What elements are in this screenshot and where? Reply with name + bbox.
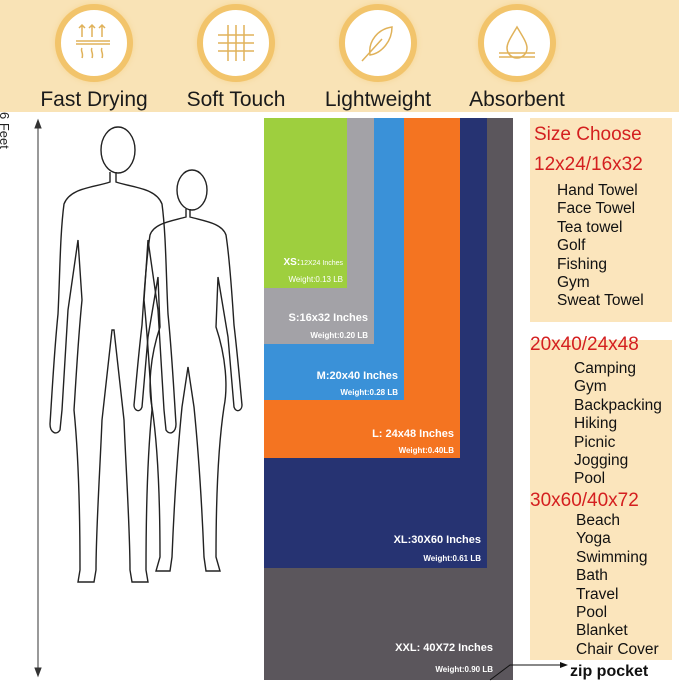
weight-label: Weight:0.40LB — [398, 446, 454, 455]
use-item: Jogging — [574, 452, 629, 470]
feature-label: Soft Touch — [186, 88, 286, 111]
use-item: Swimming — [576, 548, 648, 566]
uses-box-large: 30x60/40x72 Beach Yoga Swimming Bath Tra… — [530, 490, 672, 660]
use-item: Beach — [576, 512, 620, 529]
size-label: S:16x32 Inches — [288, 312, 369, 324]
fabric-weave-icon — [218, 25, 254, 61]
zip-pocket-label: zip pocket — [570, 663, 649, 680]
use-item: Fishing — [557, 255, 607, 273]
weight-label: Weight:0.90 LB — [435, 665, 493, 674]
size-choose-title: Size Choose — [534, 124, 642, 145]
group-heading: 12x24/16x32 — [534, 154, 643, 175]
heat-waves-icon — [76, 23, 110, 59]
use-item: Picnic — [574, 433, 616, 451]
size-dims: 12X24 Inches — [300, 260, 343, 267]
size-xs: XS:12X24 Inches Weight:0.13 LB — [264, 118, 347, 288]
use-item: Hand Towel — [557, 182, 638, 199]
use-item: Camping — [574, 360, 637, 377]
uses-box-small: Size Choose 12x24/16x32 Hand Towel Face … — [530, 118, 672, 322]
size-label: L: 24x48 Inches — [372, 428, 454, 440]
feather-icon — [361, 26, 393, 62]
use-item: Golf — [557, 237, 586, 255]
size-label: M:20x40 Inches — [316, 370, 398, 382]
uses-box-medium: 20x40/24x48 Camping Gym Backpacking Hiki… — [530, 334, 672, 490]
uses-list: Hand Towel Face Towel Tea towel Golf Fis… — [557, 182, 644, 311]
use-item: Chair Cover — [576, 640, 659, 658]
features-band: Fast Drying Soft Touch Lightweight Absor… — [0, 0, 679, 112]
height-label: 6 Feet — [0, 112, 12, 149]
uses-list: Camping Gym Backpacking Hiking Picnic Jo… — [574, 360, 662, 489]
weight-label: Weight:0.13 LB — [288, 275, 343, 284]
size-label: XL:30X60 Inches — [393, 534, 481, 546]
feature-soft-touch: Soft Touch — [176, 4, 296, 112]
male-figure — [49, 126, 177, 583]
use-item: Sweat Towel — [557, 292, 644, 310]
use-item: Gym — [557, 274, 590, 292]
size-label: XS: — [283, 257, 301, 268]
zip-pointer-arrow — [489, 662, 568, 681]
feature-label: Lightweight — [324, 88, 432, 111]
use-item: Backpacking — [574, 396, 662, 414]
feature-label: Fast Drying — [40, 88, 148, 111]
human-figures: 6 Feet — [0, 112, 243, 678]
use-item: Tea towel — [557, 218, 623, 236]
use-item: Pool — [574, 470, 606, 488]
use-item: Pool — [576, 604, 608, 622]
use-item: Travel — [576, 585, 619, 603]
female-figure — [133, 169, 243, 572]
feature-fast-drying: Fast Drying — [34, 4, 154, 112]
size-label: XXL: 40X72 Inches — [395, 642, 493, 654]
feature-absorbent: Absorbent — [457, 4, 577, 112]
use-item: Gym — [574, 378, 607, 396]
group-heading: 30x60/40x72 — [530, 490, 639, 511]
weight-label: Weight:0.20 LB — [310, 331, 368, 340]
use-item: Hiking — [574, 415, 618, 433]
group-heading: 20x40/24x48 — [530, 334, 639, 355]
feature-label: Absorbent — [469, 88, 565, 111]
weight-label: Weight:0.61 LB — [423, 554, 481, 563]
water-drop-icon — [499, 25, 535, 59]
use-item: Yoga — [576, 530, 611, 548]
height-arrow — [34, 118, 42, 678]
weight-label: Weight:0.28 LB — [340, 388, 398, 397]
use-item: Blanket — [576, 622, 628, 640]
uses-list: Beach Yoga Swimming Bath Travel Pool Bla… — [576, 512, 659, 659]
feature-lightweight: Lightweight — [318, 4, 438, 112]
use-item: Bath — [576, 567, 608, 585]
use-item: Face Towel — [557, 200, 636, 218]
